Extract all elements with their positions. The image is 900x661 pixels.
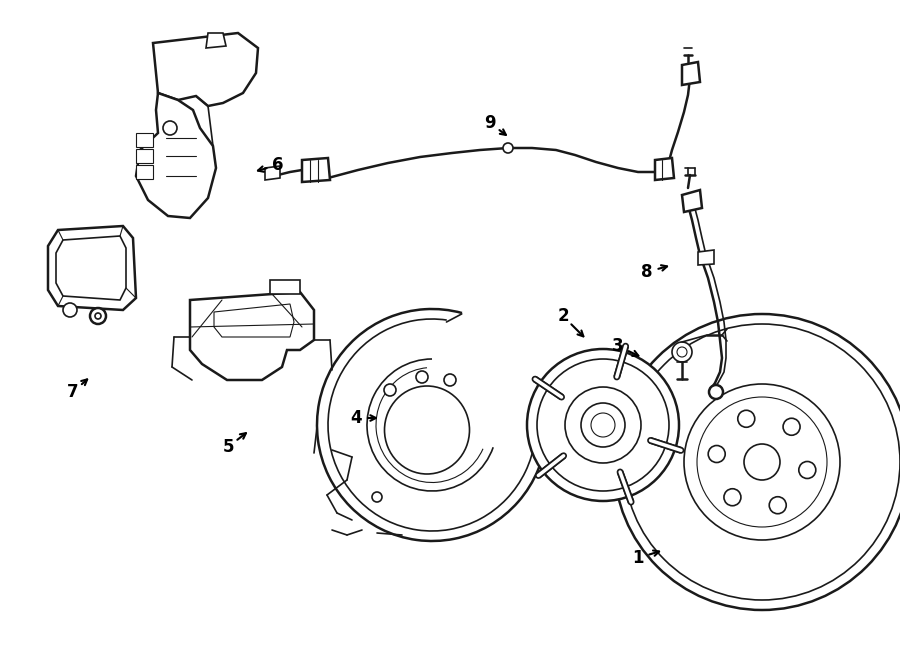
Polygon shape (136, 149, 153, 163)
Circle shape (581, 403, 625, 447)
Text: 4: 4 (350, 409, 362, 427)
Polygon shape (136, 133, 153, 147)
Polygon shape (190, 292, 314, 380)
Text: 8: 8 (641, 263, 652, 281)
Circle shape (709, 385, 723, 399)
Polygon shape (56, 236, 126, 300)
Circle shape (624, 324, 900, 600)
Circle shape (444, 374, 456, 386)
Circle shape (697, 397, 827, 527)
Polygon shape (214, 304, 294, 337)
Circle shape (63, 303, 77, 317)
Text: 9: 9 (484, 114, 496, 132)
Circle shape (537, 359, 669, 491)
Polygon shape (655, 158, 674, 180)
Text: 1: 1 (632, 549, 644, 567)
Polygon shape (136, 165, 153, 179)
Polygon shape (136, 93, 216, 218)
Circle shape (783, 418, 800, 435)
Polygon shape (265, 166, 280, 180)
Circle shape (95, 313, 101, 319)
Circle shape (416, 371, 428, 383)
Circle shape (708, 446, 725, 463)
Text: 5: 5 (222, 438, 234, 456)
Circle shape (527, 349, 679, 501)
Circle shape (565, 387, 641, 463)
Circle shape (163, 121, 177, 135)
Polygon shape (153, 33, 258, 106)
Circle shape (614, 314, 900, 610)
Circle shape (384, 384, 396, 396)
Text: 3: 3 (612, 337, 624, 355)
Circle shape (738, 410, 755, 427)
Circle shape (90, 308, 106, 324)
Polygon shape (206, 33, 226, 48)
Polygon shape (682, 62, 700, 85)
Polygon shape (302, 158, 330, 182)
Circle shape (684, 384, 840, 540)
Text: 2: 2 (557, 307, 569, 325)
Polygon shape (270, 280, 300, 294)
Polygon shape (698, 250, 714, 265)
Circle shape (503, 143, 513, 153)
Circle shape (372, 492, 382, 502)
Circle shape (672, 342, 692, 362)
Text: 7: 7 (68, 383, 79, 401)
Circle shape (744, 444, 780, 480)
Polygon shape (48, 226, 136, 310)
Circle shape (770, 496, 787, 514)
Text: 6: 6 (272, 156, 284, 174)
Circle shape (677, 347, 687, 357)
Circle shape (799, 461, 815, 479)
Polygon shape (682, 190, 702, 212)
Circle shape (591, 413, 615, 437)
Circle shape (724, 488, 741, 506)
